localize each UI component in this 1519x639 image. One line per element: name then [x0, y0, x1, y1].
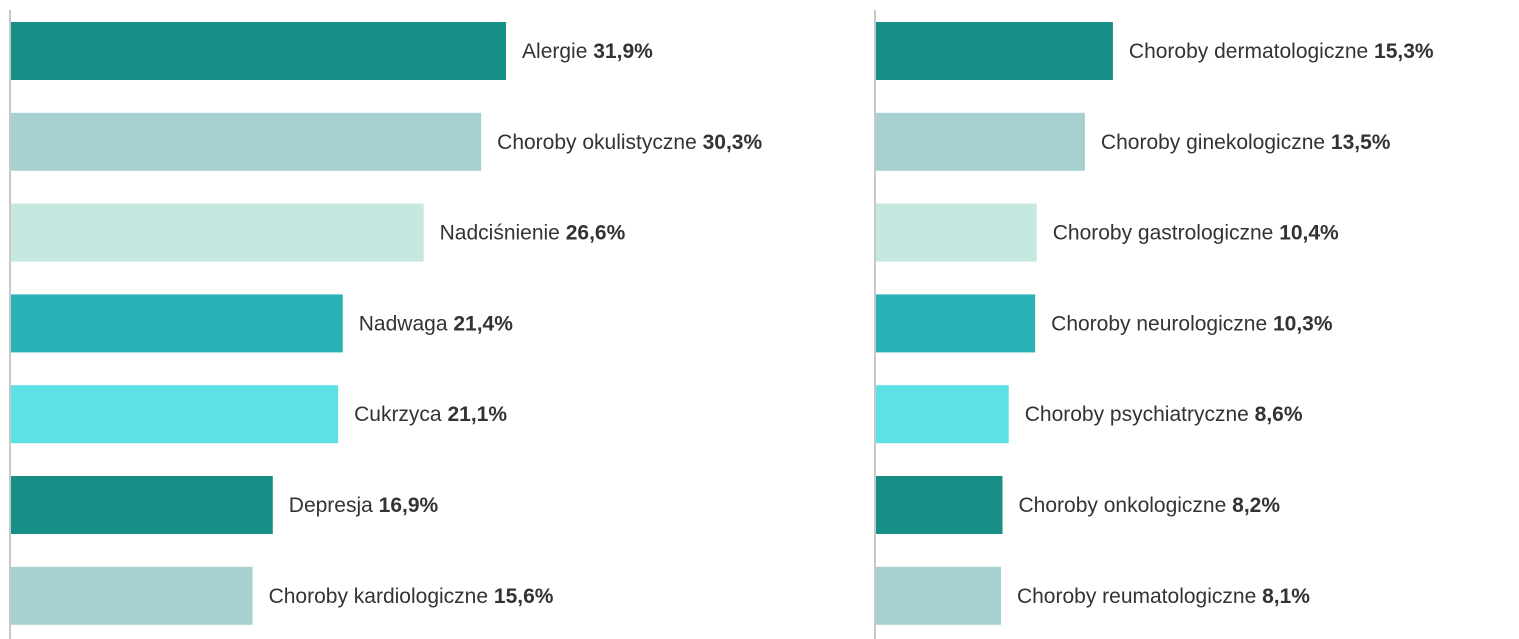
value-label: 21,4% — [453, 312, 513, 335]
value-label: 10,4% — [1279, 221, 1339, 244]
bar — [875, 22, 1113, 80]
category-label: Choroby dermatologiczne — [1129, 40, 1368, 63]
bar — [875, 112, 1085, 171]
value-label: 26,6% — [566, 221, 626, 244]
bar-label: Alergie 31,9% — [522, 40, 653, 63]
bar — [10, 385, 339, 444]
value-label: 16,9% — [379, 494, 439, 517]
bar — [10, 294, 343, 353]
category-label: Choroby neurologiczne — [1051, 312, 1267, 335]
category-label: Nadwaga — [359, 312, 448, 335]
bar-label: Choroby dermatologiczne 15,3% — [1129, 40, 1434, 63]
category-label: Choroby onkologiczne — [1019, 494, 1227, 517]
category-label: Choroby ginekologiczne — [1101, 130, 1325, 153]
bar — [875, 385, 1009, 444]
category-label: Alergie — [522, 40, 587, 63]
value-label: 8,2% — [1232, 494, 1280, 517]
bar-label: Nadciśnienie 26,6% — [440, 221, 626, 244]
bar — [875, 294, 1036, 353]
bar-label: Choroby okulistyczne 30,3% — [497, 130, 762, 153]
category-label: Choroby reumatologiczne — [1017, 584, 1256, 607]
bar — [875, 566, 1001, 625]
bar-label: Choroby onkologiczne 8,2% — [1019, 494, 1281, 517]
value-label: 10,3% — [1273, 312, 1333, 335]
bar-label: Choroby ginekologiczne 13,5% — [1101, 130, 1391, 153]
category-label: Choroby okulistyczne — [497, 130, 697, 153]
category-label: Depresja — [289, 494, 373, 517]
value-label: 30,3% — [703, 130, 763, 153]
bar-label: Choroby neurologiczne 10,3% — [1051, 312, 1333, 335]
bar — [875, 203, 1037, 262]
value-label: 8,1% — [1262, 584, 1310, 607]
value-label: 8,6% — [1255, 403, 1303, 426]
category-label: Cukrzyca — [354, 403, 442, 426]
bar — [10, 476, 273, 534]
bar-label: Choroby psychiatryczne 8,6% — [1025, 403, 1303, 426]
bar-label: Nadwaga 21,4% — [359, 312, 513, 335]
bar-label: Choroby gastrologiczne 10,4% — [1053, 221, 1339, 244]
bar-label: Cukrzyca 21,1% — [354, 403, 507, 426]
bar — [10, 112, 482, 171]
bar-label: Choroby reumatologiczne 8,1% — [1017, 584, 1310, 607]
category-label: Choroby kardiologiczne — [269, 584, 488, 607]
category-label: Choroby psychiatryczne — [1025, 403, 1249, 426]
bar — [10, 22, 507, 80]
value-label: 13,5% — [1331, 130, 1391, 153]
bar — [10, 203, 424, 262]
bar — [10, 566, 253, 625]
value-label: 15,6% — [494, 584, 554, 607]
value-label: 21,1% — [447, 403, 507, 426]
value-label: 15,3% — [1374, 40, 1434, 63]
category-label: Choroby gastrologiczne — [1053, 221, 1274, 244]
bar-label: Choroby kardiologiczne 15,6% — [269, 584, 554, 607]
bar — [875, 476, 1003, 534]
category-label: Nadciśnienie — [440, 221, 560, 244]
bar-label: Depresja 16,9% — [289, 494, 439, 517]
value-label: 31,9% — [593, 40, 653, 63]
